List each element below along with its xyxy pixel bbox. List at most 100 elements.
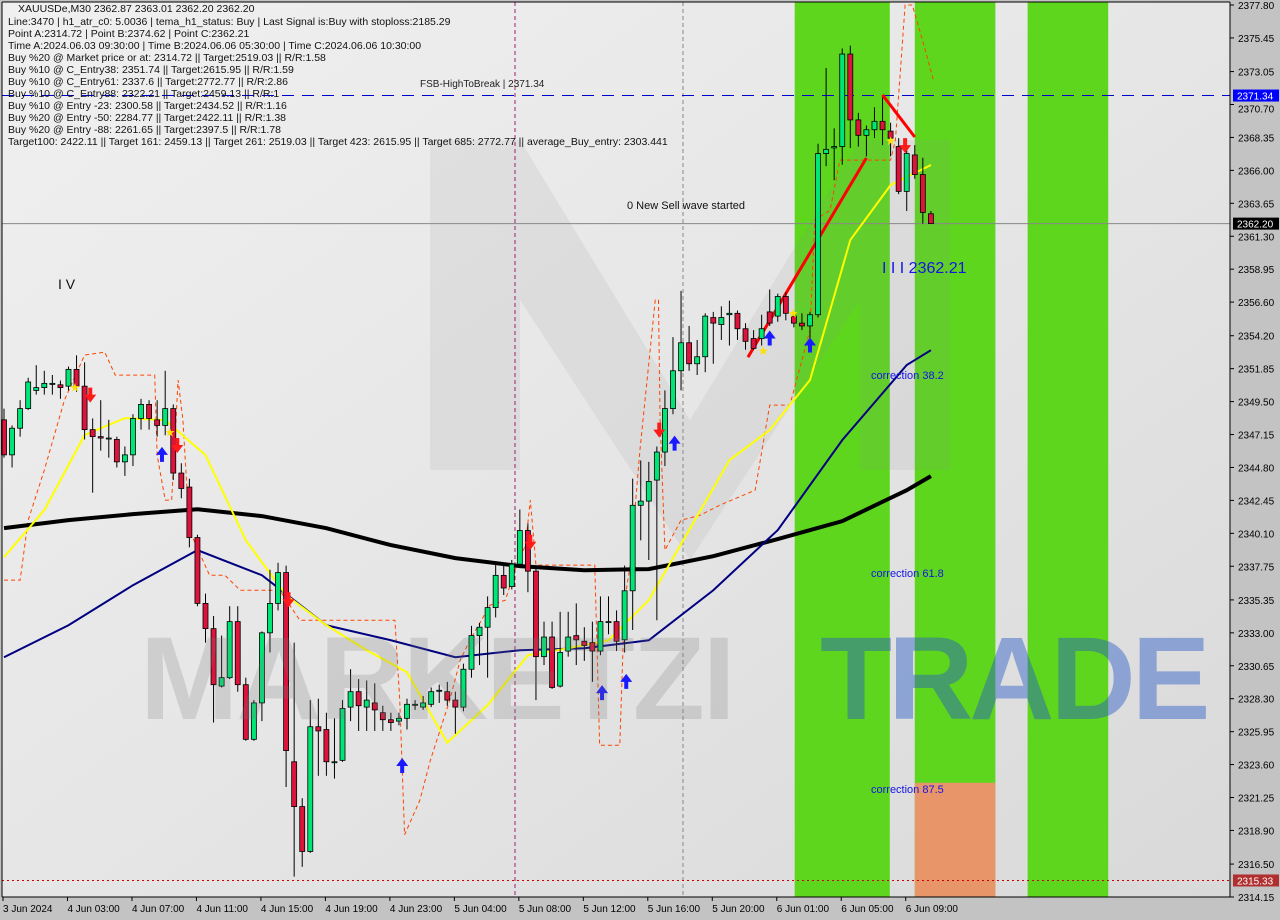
candle-bullish: [807, 314, 813, 327]
candle-bearish: [355, 691, 362, 707]
candle-bullish: [396, 717, 402, 722]
candle-bullish: [758, 328, 765, 339]
sell-arrow-icon: [524, 534, 537, 550]
green-zone: [914, 2, 996, 897]
candle-bearish: [573, 635, 580, 641]
candle-bullish: [645, 481, 652, 502]
candle-bearish: [202, 603, 209, 630]
candle-bullish: [468, 635, 475, 670]
candle-bullish: [637, 500, 644, 506]
y-tick-label: 2377.80: [1238, 1, 1275, 12]
candle-bearish: [895, 146, 902, 192]
candle-bullish: [541, 636, 547, 658]
candle-bearish: [210, 628, 217, 686]
x-tick-label: 4 Jun 15:00: [261, 904, 314, 915]
candle-bearish: [283, 572, 290, 751]
price-tag: [1233, 217, 1279, 230]
info-line: Buy %10 @ C_Entry88: 2322.21 || Target:2…: [8, 88, 280, 100]
candle-bullish: [33, 387, 40, 391]
candle-bearish: [387, 719, 394, 723]
candle-bearish: [782, 296, 789, 314]
candle-bullish: [122, 454, 128, 463]
candle-bullish: [65, 368, 72, 387]
candle-bearish: [549, 636, 555, 688]
y-tick-label: 2342.45: [1238, 496, 1275, 507]
candle-bearish: [581, 640, 588, 646]
candle-bearish: [766, 311, 773, 324]
info-line: Buy %20 @ Market price or at: 2314.72 ||…: [8, 52, 326, 64]
info-line: Buy %10 @ C_Entry38: 2351.74 || Target:2…: [8, 64, 294, 76]
time-axis: [0, 897, 1280, 920]
x-tick-label: 6 Jun 09:00: [906, 904, 959, 915]
price-tag-label: 2362.20: [1237, 220, 1274, 231]
candle-bullish: [307, 726, 314, 852]
price-tag: [1233, 874, 1279, 887]
x-tick-label: 4 Jun 03:00: [67, 904, 120, 915]
candle-bullish: [516, 530, 523, 565]
candle-bearish: [73, 368, 80, 387]
y-tick-label: 2335.35: [1238, 596, 1275, 607]
candle-bearish: [323, 729, 330, 763]
y-tick-label: 2323.60: [1238, 761, 1275, 772]
candle-bearish: [113, 439, 120, 463]
x-tick-label: 5 Jun 16:00: [648, 904, 701, 915]
candle-bullish: [670, 370, 676, 410]
info-line: Buy %10 @ C_Entry61: 2337.6 || Target:27…: [8, 76, 288, 88]
x-tick-label: 5 Jun 12:00: [583, 904, 636, 915]
candle-bearish: [194, 537, 201, 604]
candle-bearish: [57, 384, 64, 388]
candle-bullish: [420, 702, 427, 708]
candle-bearish: [887, 130, 894, 139]
candle-bearish: [734, 312, 741, 330]
candle-bearish: [533, 570, 539, 658]
candle-bullish: [903, 153, 910, 192]
price-axis: [1230, 0, 1280, 920]
info-line: Line:3470 | h1_atr_c0: 5.0036 | tema_h1_…: [8, 16, 451, 28]
buy-arrow-icon: [668, 435, 681, 451]
candle-bullish: [259, 632, 265, 704]
candle-bullish: [484, 607, 491, 628]
candle-bearish: [710, 317, 717, 324]
trend-line: [881, 94, 916, 138]
candle-bearish: [299, 806, 306, 852]
y-tick-label: 2349.50: [1238, 398, 1275, 409]
candle-bullish: [492, 574, 499, 609]
y-tick-label: 2358.95: [1238, 265, 1275, 276]
candle-bullish: [629, 504, 636, 592]
candle-bullish: [605, 621, 612, 624]
correction-61-label: correction 61.8: [871, 568, 944, 580]
candle-bullish: [363, 699, 370, 708]
buy-arrow-icon: [763, 330, 776, 346]
x-tick-label: 4 Jun 07:00: [132, 904, 185, 915]
orange-zone: [914, 782, 996, 897]
indicator-info-panel: XAUUSDe,M30 2362.87 2363.01 2362.20 2362…: [8, 3, 668, 148]
candle-bullish: [863, 129, 870, 136]
candle-bearish: [911, 154, 918, 175]
candle-bearish: [234, 621, 241, 686]
star-icon: ★: [70, 381, 81, 395]
y-tick-label: 2351.85: [1238, 365, 1275, 376]
star-icon: ★: [788, 306, 799, 320]
candle-bullish: [17, 408, 24, 429]
candle-bullish: [508, 563, 515, 587]
info-line: Buy %20 @ Entry -50: 2284.77 || Target:2…: [8, 112, 287, 124]
candle-bullish: [339, 708, 346, 761]
candle-bearish: [186, 486, 193, 538]
y-tick-label: 2325.95: [1238, 728, 1275, 739]
candle-bullish: [218, 677, 225, 687]
sell-wave-label: 0 New Sell wave started: [627, 200, 745, 212]
price-tag-label: 2315.33: [1237, 876, 1274, 887]
candle-bullish: [9, 427, 15, 456]
x-tick-label: 6 Jun 01:00: [777, 904, 830, 915]
y-tick-label: 2361.30: [1238, 233, 1275, 244]
candle-bearish: [315, 726, 322, 732]
candle-bullish: [41, 382, 48, 388]
candle-bullish: [130, 418, 136, 456]
envelope-line: [4, 4, 934, 835]
candle-bullish: [823, 148, 830, 154]
ma-slow-line: [3, 474, 932, 573]
star-icon: ★: [165, 425, 176, 439]
y-tick-label: 2368.35: [1238, 133, 1275, 144]
candle-bullish: [404, 703, 410, 719]
